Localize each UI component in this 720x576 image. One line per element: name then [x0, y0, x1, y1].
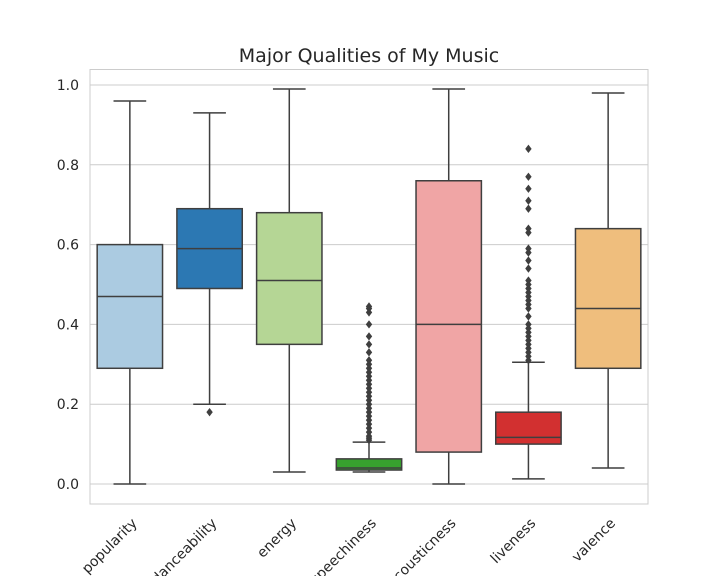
- boxes-layer: [96, 88, 642, 485]
- iqr-box: [96, 243, 164, 370]
- outlier-point: [525, 312, 532, 321]
- outlier-point: [206, 408, 213, 417]
- iqr-box: [415, 180, 483, 453]
- x-tick-label: danceability: [149, 516, 221, 576]
- x-tick-label: energy: [254, 516, 300, 562]
- outlier-point: [525, 256, 532, 265]
- y-axis-ticks: 0.0 0.2 0.4 0.6 0.8 1.0: [57, 78, 79, 493]
- outlier-point: [365, 348, 373, 357]
- plot-frame: [89, 69, 649, 505]
- outlier-point: [525, 224, 532, 233]
- box-energy: [255, 88, 323, 473]
- box-speechiness: [335, 302, 403, 473]
- outlier-point: [525, 172, 532, 181]
- outlier-point: [525, 204, 532, 213]
- outlier-point: [525, 144, 532, 153]
- outlier-point: [365, 332, 373, 341]
- iqr-box: [335, 458, 403, 471]
- box-acousticness: [415, 88, 483, 485]
- x-axis-ticks: popularity danceability energy speechiness a…: [79, 516, 619, 576]
- outlier-point: [365, 320, 373, 329]
- outlier-point: [525, 320, 532, 329]
- x-tick-label: valence: [569, 516, 619, 566]
- y-tick-label: 0.6: [57, 238, 79, 254]
- outlier-point: [525, 244, 532, 253]
- x-tick-label: liveness: [488, 516, 539, 567]
- y-tick-label: 0.2: [57, 397, 79, 413]
- outlier-point: [525, 264, 532, 273]
- outlier-point: [365, 340, 373, 349]
- box-valence: [574, 92, 642, 469]
- y-tick-label: 1.0: [57, 78, 79, 94]
- y-tick-label: 0.4: [57, 317, 79, 333]
- iqr-box: [574, 227, 642, 370]
- box-danceability: [176, 112, 244, 417]
- y-tick-label: 0.8: [57, 158, 79, 174]
- x-tick-label: speechiness: [308, 516, 380, 576]
- outlier-point: [365, 302, 373, 311]
- x-tick-label: popularity: [79, 516, 141, 576]
- chart-title: Major Qualities of My Music: [239, 45, 499, 67]
- outlier-point: [525, 196, 532, 205]
- iqr-box: [494, 411, 562, 445]
- box-liveness: [494, 144, 562, 480]
- iqr-box: [255, 211, 323, 346]
- outlier-point: [365, 356, 373, 365]
- x-tick-label: acousticness: [384, 516, 459, 576]
- box-popularity: [96, 100, 164, 485]
- outlier-point: [525, 276, 532, 285]
- y-tick-label: 0.0: [57, 477, 79, 493]
- outlier-point: [525, 184, 532, 193]
